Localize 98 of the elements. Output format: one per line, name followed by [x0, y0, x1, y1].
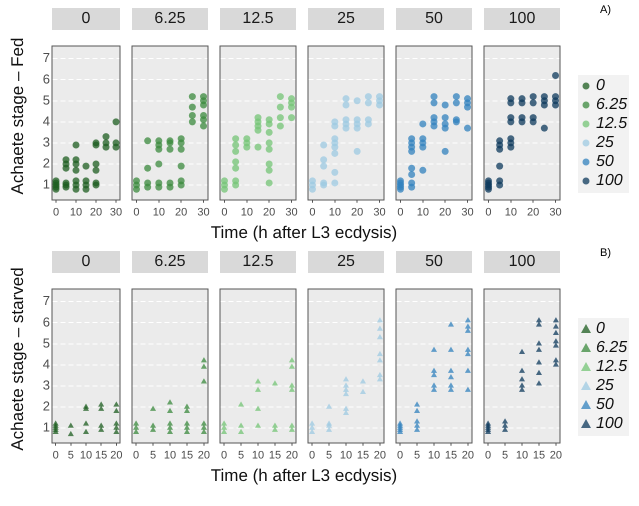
text: B) — [600, 247, 611, 259]
x-tick-label: 15 — [356, 449, 370, 462]
x-tick-label: 30 — [285, 206, 298, 218]
chart-title: 25 — [308, 251, 384, 273]
legend-label: 50 — [596, 153, 614, 171]
x-tick-label: 0 — [485, 206, 492, 218]
y-tick-label: 6 — [42, 71, 50, 86]
x-tick-label: 30 — [110, 206, 122, 218]
x-tick-label: 10 — [152, 206, 165, 218]
y-tick-label: 7 — [42, 293, 50, 308]
x-tick-label: 20 — [439, 206, 452, 218]
x-tick-label: 20 — [286, 449, 298, 462]
x-tick-label: 20 — [527, 206, 540, 218]
x-tick-label: 20 — [110, 449, 122, 462]
x-tick-label: 0 — [133, 449, 140, 462]
x-tick-label: 30 — [461, 206, 474, 218]
x-tick-label: 5 — [326, 449, 332, 462]
chart-title: 100 — [484, 8, 560, 30]
x-tick-label: 5 — [414, 449, 420, 462]
x-tick-label: 5 — [68, 449, 74, 462]
text: A) — [600, 4, 611, 16]
x-tick-label: 15 — [444, 449, 458, 462]
x-tick-label: 20 — [374, 449, 386, 462]
y-tick-label: 3 — [42, 134, 50, 150]
x-tick-label: 30 — [373, 206, 386, 218]
chart-title: 100 — [484, 251, 560, 273]
y-tick-label: 3 — [42, 377, 50, 392]
x-tick-label: 20 — [550, 449, 562, 462]
chart-title: 50 — [396, 251, 472, 273]
legend-label: 25 — [596, 377, 614, 395]
x-tick-label: 0 — [309, 449, 316, 462]
x-tick-label: 10 — [328, 206, 341, 218]
x-tick-label: 10 — [80, 449, 92, 462]
y-tick-label: 4 — [42, 113, 50, 128]
legend-label: 100 — [596, 415, 623, 433]
x-tick-label: 10 — [164, 449, 176, 462]
y-tick-label: 1 — [42, 420, 50, 435]
chart-title: 12.5 — [220, 8, 296, 30]
x-tick-label: 0 — [309, 206, 316, 218]
chart-title: 50 — [396, 8, 472, 30]
y-tick-label: 1 — [42, 176, 50, 192]
legend-label: 0 — [596, 77, 605, 95]
x-tick-label: 30 — [549, 206, 562, 218]
y-tick-label: 5 — [42, 335, 50, 350]
legend-label: 100 — [596, 172, 623, 190]
chart-title: 0 — [52, 251, 120, 273]
y-tick-label: 2 — [42, 156, 50, 171]
x-tick-label: 0 — [221, 449, 228, 462]
x-tick-label: 10 — [504, 206, 517, 218]
y-tick-label: 6 — [42, 314, 50, 330]
x-tick-label: 0 — [52, 206, 60, 218]
y-axis-title: Achaete stage – Fed — [8, 38, 28, 194]
legend-label: 0 — [596, 320, 605, 338]
x-tick-label: 10 — [340, 449, 352, 462]
x-tick-label: 15 — [180, 449, 194, 462]
x-tick-label: 30 — [197, 206, 210, 218]
x-tick-label: 20 — [462, 449, 474, 462]
legend-label: 6.25 — [596, 96, 628, 114]
x-tick-label: 0 — [52, 449, 59, 462]
x-tick-label: 10 — [428, 449, 440, 462]
x-tick-label: 5 — [238, 449, 244, 462]
x-tick-label: 5 — [150, 449, 156, 462]
y-tick-label: 5 — [42, 92, 50, 108]
x-tick-label: 10 — [70, 206, 82, 218]
legend-label: 25 — [596, 134, 614, 152]
x-axis-title: Time (h after L3 ecdysis) — [210, 466, 398, 486]
x-tick-label: 0 — [397, 449, 404, 462]
y-tick-label: 2 — [42, 398, 50, 414]
legend-label: 12.5 — [596, 115, 628, 133]
x-tick-label: 0 — [133, 206, 140, 218]
chart-title: 0 — [52, 8, 120, 30]
x-tick-label: 15 — [532, 449, 546, 462]
x-tick-label: 20 — [175, 206, 188, 218]
x-tick-label: 20 — [351, 206, 364, 218]
chart-title: 6.25 — [132, 251, 208, 273]
x-tick-label: 0 — [397, 206, 404, 218]
legend-label: 6.25 — [596, 339, 628, 357]
x-tick-label: 5 — [502, 449, 508, 462]
x-tick-label: 10 — [240, 206, 253, 218]
x-tick-label: 10 — [416, 206, 429, 218]
x-tick-label: 10 — [252, 449, 264, 462]
x-tick-label: 0 — [221, 206, 228, 218]
chart-title: 6.25 — [132, 8, 208, 30]
x-axis-title: Time (h after L3 ecdysis) — [210, 223, 398, 243]
chart-title: 25 — [308, 8, 384, 30]
x-tick-label: 20 — [263, 206, 276, 218]
legend-label: 12.5 — [596, 358, 628, 376]
x-tick-label: 10 — [516, 449, 528, 462]
x-tick-label: 15 — [268, 449, 282, 462]
x-tick-label: 15 — [95, 449, 108, 462]
y-axis-title: Achaete stage – starved — [8, 267, 28, 451]
x-tick-label: 20 — [198, 449, 210, 462]
legend-label: 50 — [596, 396, 614, 414]
y-tick-label: 7 — [42, 50, 50, 66]
x-tick-label: 20 — [90, 206, 102, 218]
x-tick-label: 0 — [485, 449, 492, 462]
chart-title: 12.5 — [220, 251, 296, 273]
y-tick-label: 4 — [42, 356, 50, 372]
